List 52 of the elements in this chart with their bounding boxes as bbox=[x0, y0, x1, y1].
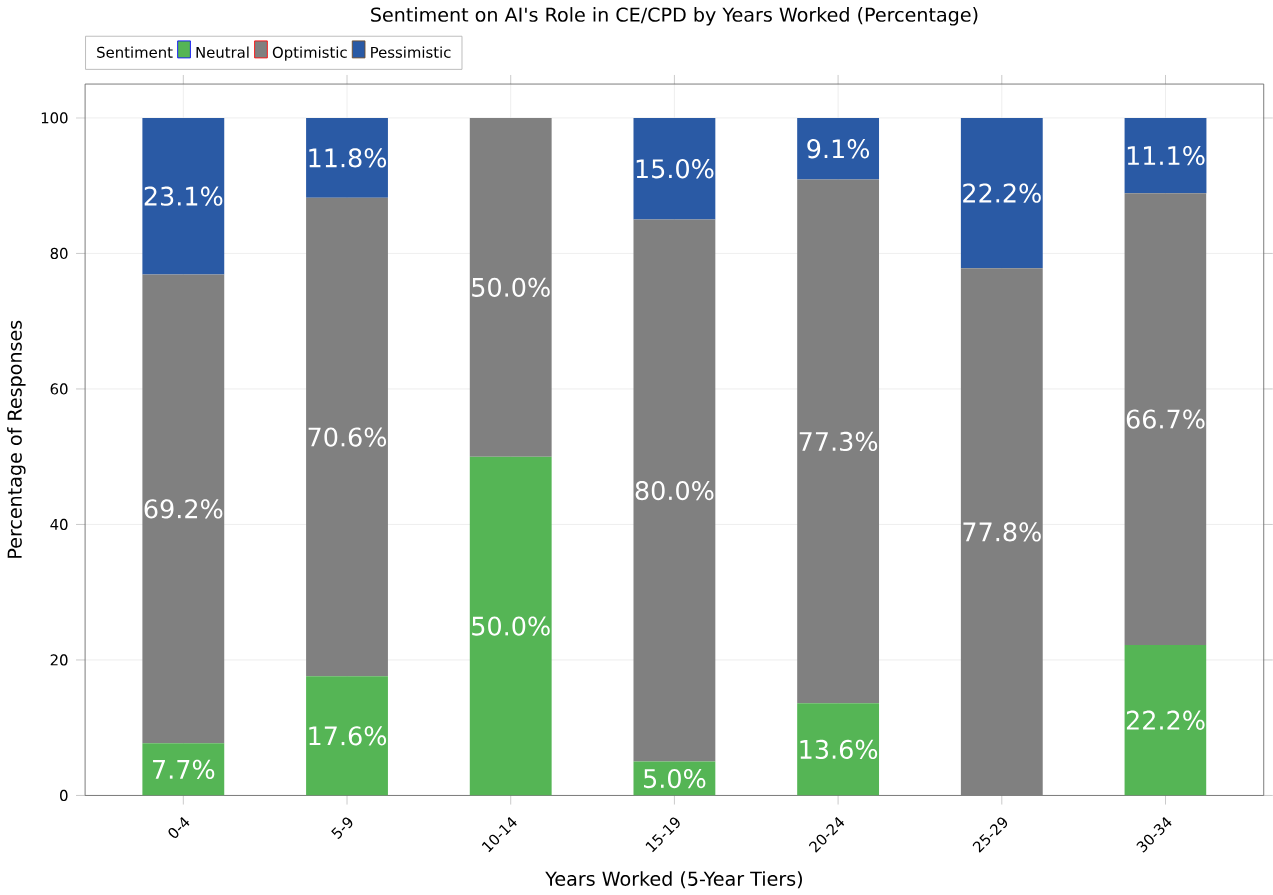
x-axis-title: Years Worked (5-Year Tiers) bbox=[545, 871, 802, 889]
data-label: 7.7% bbox=[153, 759, 215, 779]
y-tick-label: 40 bbox=[50, 518, 68, 530]
legend-label: Pessimistic bbox=[371, 46, 451, 58]
bar bbox=[633, 219, 716, 762]
data-label: 5.0% bbox=[644, 768, 706, 789]
bar bbox=[469, 117, 552, 457]
legend-label: Neutral bbox=[196, 46, 249, 58]
bar bbox=[306, 117, 388, 198]
x-tick-label: 0-4 bbox=[168, 816, 190, 838]
bar bbox=[960, 268, 1043, 796]
bar bbox=[797, 179, 880, 704]
data-label: 77.8% bbox=[963, 522, 1041, 542]
data-label: 13.6% bbox=[800, 739, 878, 759]
data-label: 66.7% bbox=[1126, 409, 1205, 429]
bar bbox=[306, 676, 388, 796]
data-label: 70.6% bbox=[308, 427, 387, 447]
data-label: 22.2% bbox=[963, 183, 1041, 203]
bar bbox=[142, 117, 225, 275]
bar bbox=[1124, 193, 1207, 645]
data-label: 11.1% bbox=[1127, 145, 1205, 166]
y-tick-label: 0 bbox=[60, 789, 68, 801]
bar bbox=[306, 197, 388, 677]
y-axis-title: Percentage of Responses bbox=[7, 320, 26, 558]
bar bbox=[797, 117, 880, 180]
data-label: 77.3% bbox=[799, 431, 878, 451]
bar bbox=[142, 743, 225, 796]
chart-title: Sentiment on AI's Role in CE/CPD by Years Worked (Percentage) bbox=[371, 6, 978, 26]
data-label: 15.0% bbox=[636, 158, 714, 179]
bar bbox=[469, 456, 552, 796]
bar bbox=[1124, 644, 1207, 796]
y-tick-label: 100 bbox=[41, 112, 68, 124]
data-label: 50.0% bbox=[472, 277, 550, 297]
bar bbox=[797, 703, 880, 796]
data-label: 9.1% bbox=[807, 138, 870, 159]
bar bbox=[142, 274, 225, 744]
data-label: 80.0% bbox=[635, 480, 714, 501]
data-label: 11.8% bbox=[309, 148, 387, 168]
data-label: 17.6% bbox=[309, 726, 387, 746]
bar bbox=[633, 117, 716, 220]
y-tick-label: 20 bbox=[50, 654, 68, 666]
bar bbox=[1124, 117, 1207, 194]
y-tick-label: 60 bbox=[50, 383, 68, 395]
data-label: 22.2% bbox=[1126, 710, 1205, 730]
data-label: 50.0% bbox=[472, 616, 550, 636]
data-label: 23.1% bbox=[144, 186, 223, 206]
bar bbox=[960, 117, 1043, 269]
x-tick-label: 5-9 bbox=[331, 817, 353, 839]
legend-title: Sentiment bbox=[97, 46, 173, 58]
legend-label: Optimistic bbox=[272, 46, 347, 61]
y-tick-label: 80 bbox=[50, 247, 68, 259]
data-label: 69.2% bbox=[144, 499, 223, 519]
